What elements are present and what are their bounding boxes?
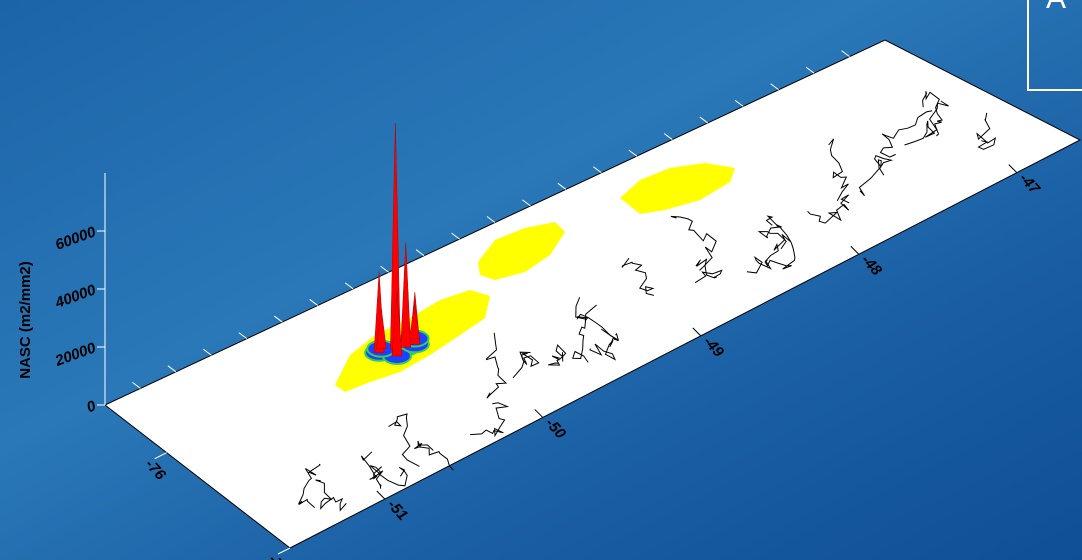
minor-tick <box>415 249 425 257</box>
coast-line <box>548 344 567 366</box>
minor-tick <box>593 166 602 174</box>
coast-line <box>375 466 408 489</box>
y-tick <box>692 327 702 337</box>
minor-tick <box>770 83 779 91</box>
y-tick <box>534 409 544 418</box>
coast-line <box>858 154 894 197</box>
coast-line <box>621 257 655 296</box>
coast-line <box>576 304 620 342</box>
minor-tick <box>663 133 673 140</box>
spike <box>391 292 403 357</box>
survey-area <box>620 163 735 214</box>
coast-line <box>879 110 933 158</box>
coast-line <box>807 194 850 224</box>
minor-tick <box>699 116 709 124</box>
spike <box>409 303 420 339</box>
survey-area <box>478 222 565 280</box>
coast-line <box>485 332 508 399</box>
spikes <box>364 123 430 365</box>
map-floor <box>104 39 1082 549</box>
coast-line <box>414 440 454 471</box>
minor-tick <box>451 232 460 240</box>
minor-tick <box>309 299 319 306</box>
minor-tick <box>132 382 141 389</box>
coast-line <box>828 138 849 202</box>
coast-line <box>315 479 347 512</box>
coast-line <box>694 258 723 284</box>
spike <box>376 308 387 349</box>
minor-tick <box>805 66 815 74</box>
minor-tick <box>238 332 248 340</box>
coast-line <box>764 224 796 270</box>
minor-tick <box>380 265 389 273</box>
coast-line <box>757 215 787 250</box>
coast-line <box>388 413 420 467</box>
coast-line <box>904 100 949 146</box>
y-tick <box>1008 164 1018 173</box>
y-tick <box>376 490 386 500</box>
x-tick-label: -75 <box>265 551 293 560</box>
coast-line <box>670 215 717 271</box>
minor-tick <box>557 182 567 190</box>
z-axis-label: NASC (m2/mm2) <box>17 261 34 379</box>
coast-line <box>589 328 619 361</box>
x-tick <box>277 547 291 555</box>
minor-tick <box>344 282 354 290</box>
minor-tick <box>203 348 212 356</box>
coast-line <box>512 351 540 379</box>
coast-line <box>572 297 589 363</box>
minor-tick <box>167 365 177 373</box>
minor-tick <box>522 199 531 207</box>
minor-tick <box>841 50 850 57</box>
spike <box>400 242 411 348</box>
y-tick <box>850 245 860 255</box>
coast-line <box>470 402 510 438</box>
minor-tick <box>273 315 283 323</box>
minor-tick <box>628 149 638 157</box>
x-tick <box>154 452 167 460</box>
panel-label: A <box>1046 0 1066 15</box>
coast-line <box>922 91 943 137</box>
coast-line <box>360 451 383 481</box>
minor-tick <box>734 99 744 107</box>
minor-tick <box>486 216 496 223</box>
coastline <box>298 91 997 512</box>
coast-line <box>298 463 321 508</box>
panel-box <box>1027 0 1082 91</box>
coast-line <box>976 112 997 150</box>
